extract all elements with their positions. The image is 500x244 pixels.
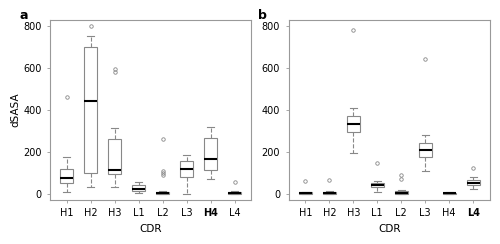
PathPatch shape	[108, 139, 122, 174]
PathPatch shape	[84, 47, 98, 173]
PathPatch shape	[418, 143, 432, 157]
PathPatch shape	[60, 169, 74, 183]
Text: a: a	[20, 9, 28, 22]
PathPatch shape	[466, 180, 480, 185]
PathPatch shape	[299, 192, 312, 194]
PathPatch shape	[394, 191, 408, 194]
X-axis label: CDR: CDR	[378, 224, 400, 234]
PathPatch shape	[156, 192, 170, 194]
Y-axis label: dSASA: dSASA	[10, 92, 20, 127]
PathPatch shape	[132, 185, 145, 191]
PathPatch shape	[204, 138, 218, 170]
PathPatch shape	[346, 116, 360, 132]
Text: b: b	[258, 9, 267, 22]
PathPatch shape	[442, 193, 456, 194]
PathPatch shape	[322, 192, 336, 194]
PathPatch shape	[370, 183, 384, 187]
PathPatch shape	[180, 161, 194, 177]
PathPatch shape	[228, 192, 241, 194]
X-axis label: CDR: CDR	[140, 224, 162, 234]
